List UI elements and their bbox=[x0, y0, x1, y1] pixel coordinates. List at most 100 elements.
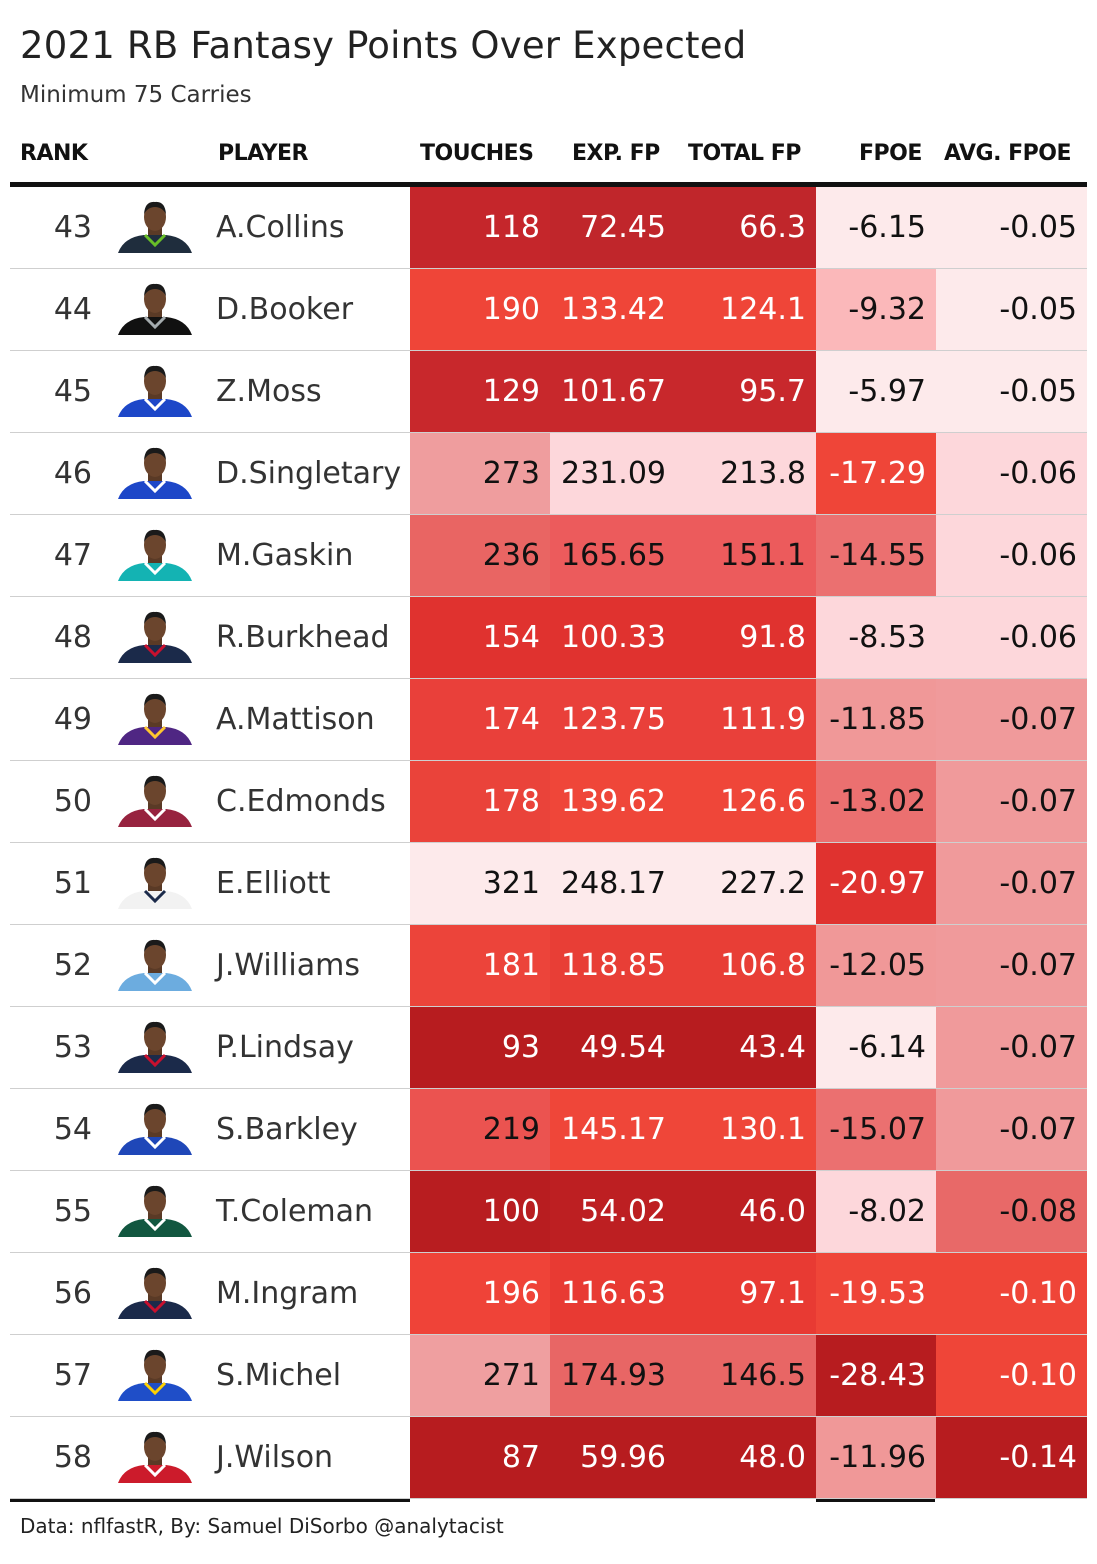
avg-fpoe-cell: -0.07 bbox=[936, 925, 1087, 1006]
total-fp-cell: 106.8 bbox=[676, 925, 816, 1006]
player-name-cell: S.Michel bbox=[216, 1358, 342, 1393]
avg-fpoe-cell: -0.14 bbox=[936, 1417, 1087, 1498]
touches-cell: 93 bbox=[410, 1007, 550, 1088]
rank-cell: 56 bbox=[53, 1276, 92, 1311]
player-name-cell: C.Edmonds bbox=[216, 784, 386, 819]
fpoe-cell: -17.29 bbox=[816, 433, 936, 514]
header-fpoe: FPOE bbox=[859, 141, 922, 166]
exp-fp-cell: 123.75 bbox=[550, 679, 676, 760]
player-headshot bbox=[114, 1417, 196, 1498]
player-headshot bbox=[114, 843, 196, 924]
table-row: 52 J.Williams 181 118.85 106.8 -12.05 -0.07 bbox=[10, 925, 1087, 1007]
touches-cell: 196 bbox=[410, 1253, 550, 1334]
exp-fp-cell: 100.33 bbox=[550, 597, 676, 678]
table-row: 53 P.Lindsay 93 49.54 43.4 -6.14 -0.07 bbox=[10, 1007, 1087, 1089]
player-name-cell: M.Gaskin bbox=[216, 538, 354, 573]
fpoe-cell: -8.53 bbox=[816, 597, 936, 678]
exp-fp-cell: 145.17 bbox=[550, 1089, 676, 1170]
total-fp-cell: 146.5 bbox=[676, 1335, 816, 1416]
touches-cell: 236 bbox=[410, 515, 550, 596]
touches-cell: 190 bbox=[410, 269, 550, 350]
fpoe-cell: -12.05 bbox=[816, 925, 936, 1006]
header-rule bbox=[10, 182, 1087, 187]
player-headshot bbox=[114, 1335, 196, 1416]
total-fp-cell: 48.0 bbox=[676, 1417, 816, 1498]
total-fp-cell: 130.1 bbox=[676, 1089, 816, 1170]
player-headshot bbox=[114, 679, 196, 760]
avg-fpoe-cell: -0.10 bbox=[936, 1253, 1087, 1334]
total-fp-cell: 66.3 bbox=[676, 187, 816, 268]
touches-cell: 129 bbox=[410, 351, 550, 432]
player-headshot bbox=[114, 269, 196, 350]
exp-fp-cell: 248.17 bbox=[550, 843, 676, 924]
rank-cell: 55 bbox=[53, 1194, 92, 1229]
rank-cell: 57 bbox=[53, 1358, 92, 1393]
rank-cell: 54 bbox=[53, 1112, 92, 1147]
exp-fp-cell: 118.85 bbox=[550, 925, 676, 1006]
total-fp-cell: 43.4 bbox=[676, 1007, 816, 1088]
touches-cell: 219 bbox=[410, 1089, 550, 1170]
player-name-cell: D.Singletary bbox=[216, 456, 402, 491]
exp-fp-cell: 133.42 bbox=[550, 269, 676, 350]
table-row: 51 E.Elliott 321 248.17 227.2 -20.97 -0.07 bbox=[10, 843, 1087, 925]
header-touches: TOUCHES bbox=[420, 141, 534, 166]
player-name-cell: E.Elliott bbox=[216, 866, 331, 901]
avg-fpoe-cell: -0.05 bbox=[936, 269, 1087, 350]
fpoe-cell: -19.53 bbox=[816, 1253, 936, 1334]
total-fp-cell: 124.1 bbox=[676, 269, 816, 350]
player-headshot bbox=[114, 187, 196, 268]
rank-cell: 44 bbox=[53, 292, 92, 327]
touches-cell: 174 bbox=[410, 679, 550, 760]
rank-cell: 53 bbox=[53, 1030, 92, 1065]
avg-fpoe-cell: -0.10 bbox=[936, 1335, 1087, 1416]
table-row: 54 S.Barkley 219 145.17 130.1 -15.07 -0.07 bbox=[10, 1089, 1087, 1171]
rank-cell: 58 bbox=[53, 1440, 92, 1475]
touches-cell: 154 bbox=[410, 597, 550, 678]
player-name-cell: J.Wilson bbox=[216, 1440, 334, 1475]
table-row: 43 A.Collins 118 72.45 66.3 -6.15 -0.05 bbox=[10, 187, 1087, 269]
table-row: 57 S.Michel 271 174.93 146.5 -28.43 -0.10 bbox=[10, 1335, 1087, 1417]
chart-subtitle: Minimum 75 Carries bbox=[20, 82, 252, 108]
rank-cell: 52 bbox=[53, 948, 92, 983]
fpoe-cell: -5.97 bbox=[816, 351, 936, 432]
total-fp-cell: 227.2 bbox=[676, 843, 816, 924]
avg-fpoe-cell: -0.05 bbox=[936, 351, 1087, 432]
player-headshot bbox=[114, 433, 196, 514]
rank-cell: 49 bbox=[53, 702, 92, 737]
header-total-fp: TOTAL FP bbox=[688, 141, 801, 166]
fpoe-cell: -15.07 bbox=[816, 1089, 936, 1170]
header-rank: RANK bbox=[20, 141, 88, 166]
table-row: 46 D.Singletary 273 231.09 213.8 -17.29 -0.06 bbox=[10, 433, 1087, 515]
total-fp-cell: 97.1 bbox=[676, 1253, 816, 1334]
exp-fp-cell: 231.09 bbox=[550, 433, 676, 514]
player-name-cell: J.Williams bbox=[216, 948, 360, 983]
player-name-cell: D.Booker bbox=[216, 292, 354, 327]
header-player: PLAYER bbox=[218, 141, 308, 166]
total-fp-cell: 151.1 bbox=[676, 515, 816, 596]
fpoe-cell: -28.43 bbox=[816, 1335, 936, 1416]
touches-cell: 178 bbox=[410, 761, 550, 842]
avg-fpoe-cell: -0.06 bbox=[936, 515, 1087, 596]
exp-fp-cell: 54.02 bbox=[550, 1171, 676, 1252]
player-headshot bbox=[114, 1007, 196, 1088]
rank-cell: 43 bbox=[53, 210, 92, 245]
table-row: 56 M.Ingram 196 116.63 97.1 -19.53 -0.10 bbox=[10, 1253, 1087, 1335]
touches-cell: 118 bbox=[410, 187, 550, 268]
touches-cell: 273 bbox=[410, 433, 550, 514]
player-headshot bbox=[114, 351, 196, 432]
exp-fp-cell: 49.54 bbox=[550, 1007, 676, 1088]
touches-cell: 87 bbox=[410, 1417, 550, 1498]
player-headshot bbox=[114, 1253, 196, 1334]
table-row: 55 T.Coleman 100 54.02 46.0 -8.02 -0.08 bbox=[10, 1171, 1087, 1253]
fpoe-cell: -11.96 bbox=[816, 1417, 936, 1498]
table-row: 58 J.Wilson 87 59.96 48.0 -11.96 -0.14 bbox=[10, 1417, 1087, 1499]
avg-fpoe-cell: -0.07 bbox=[936, 761, 1087, 842]
exp-fp-cell: 139.62 bbox=[550, 761, 676, 842]
rank-cell: 50 bbox=[53, 784, 92, 819]
fpoe-cell: -6.15 bbox=[816, 187, 936, 268]
fpoe-cell: -14.55 bbox=[816, 515, 936, 596]
player-headshot bbox=[114, 761, 196, 842]
rank-cell: 51 bbox=[53, 866, 92, 901]
player-name-cell: A.Mattison bbox=[216, 702, 375, 737]
fpoe-cell: -13.02 bbox=[816, 761, 936, 842]
